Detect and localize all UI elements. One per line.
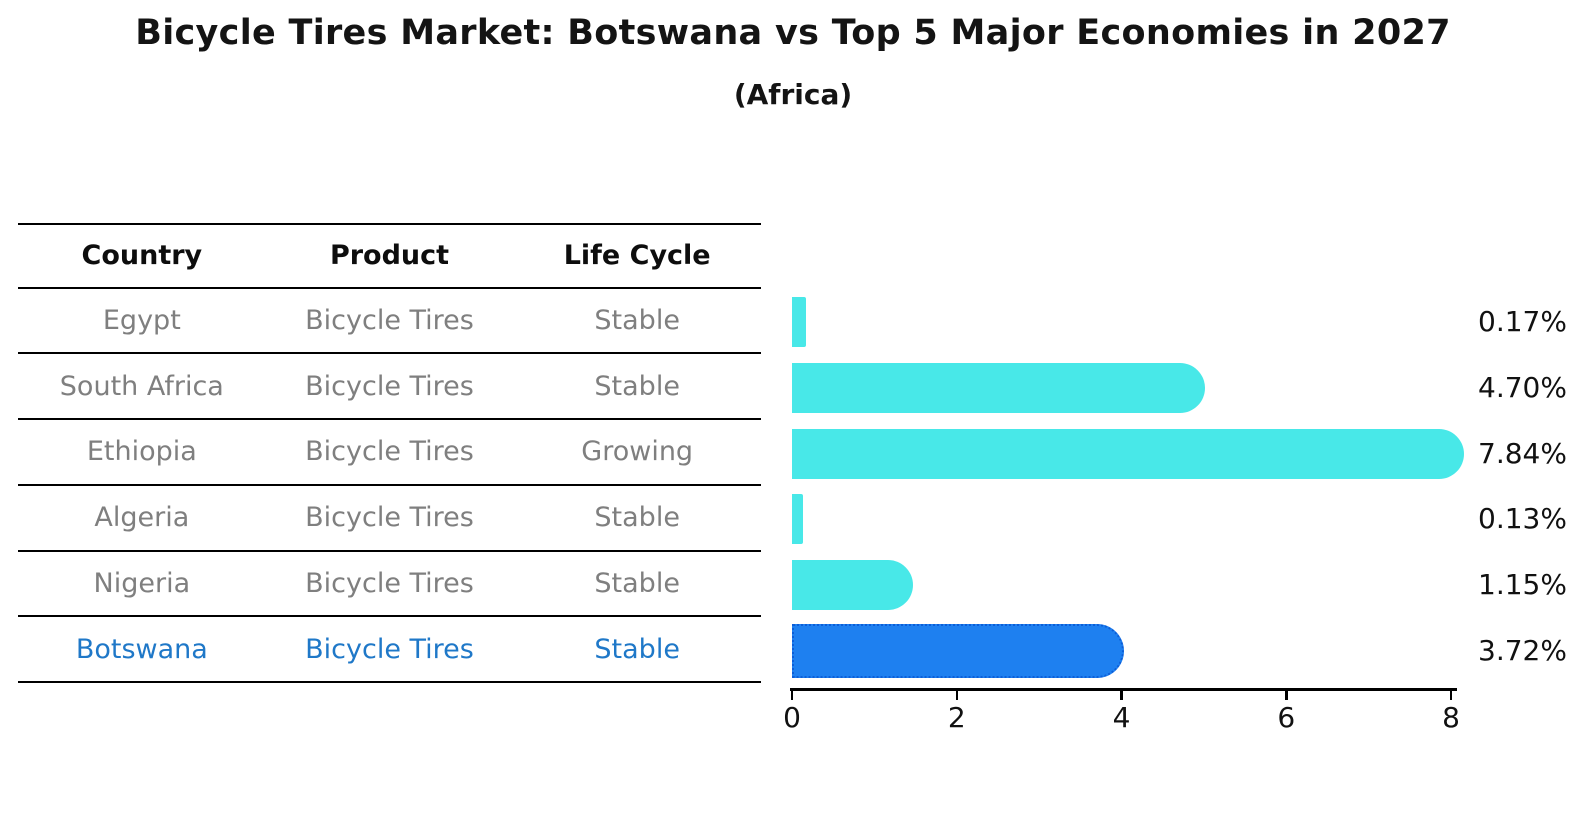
product-cell: Bicycle Tires	[305, 436, 474, 468]
life-cycle-cell: Growing	[581, 436, 694, 468]
column-header-life-cycle: Life Cycle	[563, 240, 711, 272]
column-header-country: Country	[81, 240, 203, 272]
x-tick-label-6: 6	[1277, 701, 1296, 734]
x-tick-2	[955, 690, 958, 700]
life-cycle-cell: Stable	[594, 633, 680, 665]
table-row-south-africa: South Africa Bicycle Tires Stable	[18, 354, 761, 421]
x-tick-label-2: 2	[947, 701, 966, 734]
country-cell: Egypt	[102, 304, 181, 336]
country-table: Country Product Life Cycle Egypt Bicycle Ti…	[18, 223, 761, 684]
x-axis	[790, 688, 1457, 691]
value-label-south-africa: 4.70%	[1478, 370, 1567, 404]
country-cell: Botswana	[75, 633, 208, 665]
table-header-row: Country Product Life Cycle	[18, 225, 761, 289]
value-label-nigeria: 1.15%	[1478, 568, 1567, 602]
x-tick-6	[1285, 690, 1288, 700]
table-row-algeria: Algeria Bicycle Tires Stable	[18, 486, 761, 552]
country-cell: South Africa	[59, 370, 224, 402]
product-cell: Bicycle Tires	[305, 568, 474, 600]
x-tick-8	[1449, 690, 1453, 700]
bar-south-africa	[792, 362, 1206, 413]
bar-ethiopia	[792, 428, 1464, 479]
bar-egypt	[792, 296, 806, 347]
x-tick-label-8: 8	[1442, 701, 1460, 734]
x-tick-label-0: 0	[783, 701, 801, 734]
x-tick-4	[1120, 690, 1123, 700]
table-row-botswana: Botswana Bicycle Tires Stable	[18, 617, 761, 684]
x-tick-label-4: 4	[1112, 701, 1131, 734]
product-cell: Bicycle Tires	[305, 633, 474, 665]
value-label-ethiopia: 7.84%	[1478, 436, 1567, 470]
country-cell: Ethiopia	[86, 436, 197, 468]
life-cycle-cell: Stable	[594, 304, 680, 336]
bar-botswana	[792, 624, 1125, 679]
value-label-algeria: 0.13%	[1478, 502, 1567, 536]
value-label-botswana: 3.72%	[1478, 634, 1567, 668]
chart-subtitle: (Africa)	[733, 78, 853, 111]
country-cell: Algeria	[94, 502, 190, 534]
life-cycle-cell: Stable	[594, 502, 680, 534]
column-header-product: Product	[329, 240, 450, 272]
bar-nigeria	[792, 560, 913, 611]
product-cell: Bicycle Tires	[305, 370, 474, 402]
value-label-egypt: 0.17%	[1478, 304, 1567, 338]
bar-algeria	[792, 494, 803, 545]
country-cell: Nigeria	[93, 568, 191, 600]
table-row-nigeria: Nigeria Bicycle Tires Stable	[18, 552, 761, 618]
table-row-ethiopia: Ethiopia Bicycle Tires Growing	[18, 420, 761, 486]
life-cycle-cell: Stable	[594, 568, 680, 600]
x-tick-0	[790, 690, 794, 700]
life-cycle-cell: Stable	[594, 370, 680, 402]
product-cell: Bicycle Tires	[305, 304, 474, 336]
chart-title: Bicycle Tires Market: Botswana vs Top 5 …	[135, 13, 1451, 53]
table-row-egypt: Egypt Bicycle Tires Stable	[18, 289, 761, 355]
product-cell: Bicycle Tires	[305, 502, 474, 534]
table-body: Egypt Bicycle Tires Stable South Africa Bicy…	[18, 289, 761, 684]
